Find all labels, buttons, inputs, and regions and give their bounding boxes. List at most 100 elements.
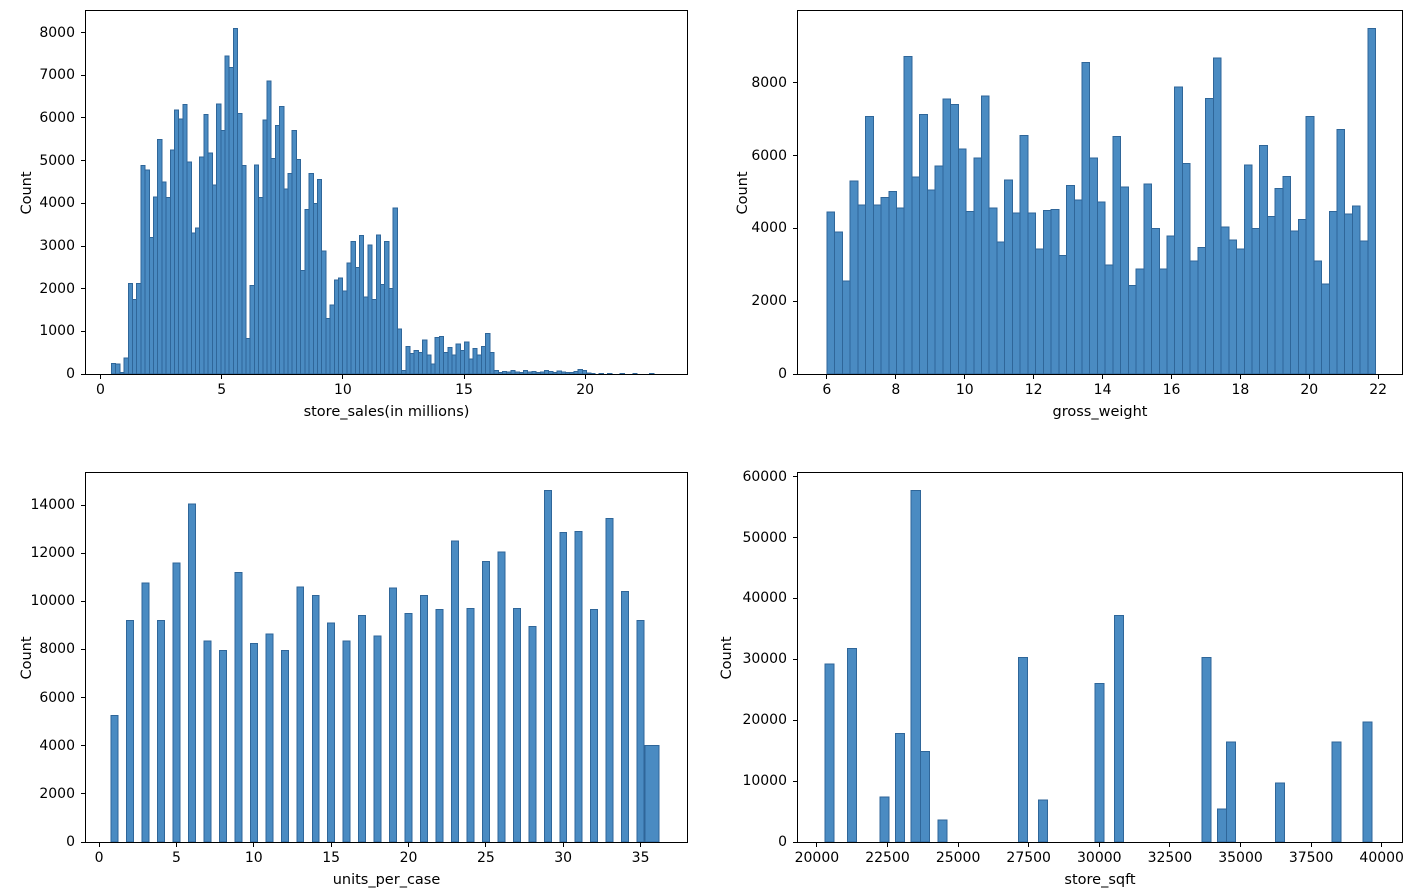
histogram-bar: [569, 372, 575, 374]
histogram-bar: [581, 370, 588, 374]
histogram-bar: [287, 172, 293, 374]
histogram-bar: [119, 372, 125, 374]
histogram-bar: [1112, 136, 1122, 374]
histogram-bar: [590, 609, 599, 842]
histogram-bar: [409, 353, 415, 374]
y-tick-mark: [81, 841, 85, 843]
histogram-bar: [165, 197, 171, 374]
histogram-bar: [981, 95, 990, 374]
bars-canvas-store-sales: [110, 27, 655, 374]
histogram-bar: [140, 165, 146, 374]
x-tick-mark: [408, 843, 409, 847]
histogram-bar: [1058, 255, 1068, 374]
histogram-bar: [384, 241, 390, 374]
histogram-bar: [1181, 162, 1191, 374]
histogram-bar: [879, 796, 890, 842]
y-tick-mark: [793, 841, 797, 843]
histogram-bar: [1305, 115, 1315, 374]
histogram-bar: [422, 339, 428, 374]
histogram-bar: [253, 164, 260, 374]
histogram-bar: [1143, 183, 1153, 374]
x-tick-label: 14: [1093, 382, 1112, 398]
y-tick-label: 10000: [30, 593, 75, 610]
histogram-bar: [321, 250, 327, 374]
histogram-bar: [316, 178, 323, 374]
histogram-bar: [1275, 782, 1286, 842]
histogram-bar: [265, 633, 274, 842]
y-tick-mark: [81, 504, 85, 506]
histogram-bar: [203, 640, 212, 842]
x-tick-label: 32500: [1147, 850, 1193, 866]
x-tick-label: 30000: [1077, 850, 1122, 866]
plot-area-store-sqft: [797, 472, 1403, 843]
y-tick-label: 40000: [742, 590, 787, 607]
histogram-bar: [910, 490, 921, 842]
histogram-bar: [375, 234, 382, 374]
y-tick-label: 6000: [39, 689, 75, 706]
histogram-bar: [245, 338, 251, 374]
histogram-bar: [136, 283, 142, 374]
y-tick-mark: [81, 74, 85, 76]
histogram-bar: [249, 285, 255, 374]
histogram-bar: [1135, 268, 1145, 374]
y-tick-label: 50000: [742, 529, 787, 546]
histogram-bar: [865, 115, 874, 374]
x-tick-label: 25000: [935, 850, 981, 866]
histogram-bar: [350, 241, 356, 374]
histogram-bar: [872, 204, 882, 374]
histogram-bar: [552, 371, 558, 374]
histogram-bar: [249, 642, 258, 842]
histogram-bar: [280, 650, 289, 842]
y-tick-mark: [81, 288, 85, 290]
histogram-bar: [543, 490, 552, 842]
histogram-bar: [1328, 210, 1338, 374]
histogram-bar: [1127, 285, 1137, 374]
histogram-bar: [937, 819, 948, 842]
y-tick-label: 3000: [39, 238, 75, 254]
x-tick-mark: [1240, 843, 1241, 847]
histogram-bar: [1251, 227, 1261, 374]
histogram-bar: [1096, 201, 1106, 374]
histogram-bar: [1037, 799, 1048, 842]
histogram-bar: [1331, 741, 1342, 842]
histogram-bar: [451, 354, 457, 374]
histogram-bar: [1089, 157, 1098, 374]
histogram-bar: [190, 232, 197, 374]
histogram-bar: [466, 608, 475, 842]
histogram-bar: [636, 620, 645, 842]
histogram-bar: [211, 184, 218, 374]
histogram-bar: [1166, 235, 1176, 374]
x-tick-label: 20: [399, 850, 418, 866]
histogram-bar: [1081, 61, 1091, 374]
histogram-bar: [965, 210, 975, 374]
histogram-bar: [199, 156, 205, 374]
histogram-bar: [1313, 260, 1323, 374]
y-tick-mark: [793, 476, 797, 478]
y-tick-mark: [81, 202, 85, 204]
histogram-bar: [911, 176, 921, 374]
histogram-bar: [1197, 246, 1207, 374]
y-tick-mark: [81, 552, 85, 554]
y-tick-label: 0: [778, 366, 787, 382]
x-tick-label: 10: [244, 850, 263, 866]
bars-canvas-gross-weight: [826, 27, 1377, 374]
x-tick-label: 22: [1369, 382, 1388, 398]
histogram-bar: [337, 277, 344, 374]
histogram-bar: [1220, 226, 1230, 374]
x-tick-mark: [816, 843, 818, 847]
histogram-bar: [346, 262, 352, 374]
histogram-bar: [1114, 614, 1125, 842]
histogram-bar: [207, 152, 213, 374]
histogram-bar: [1321, 283, 1330, 374]
histogram-bar: [358, 615, 367, 842]
x-axis-label: gross_weight: [1052, 404, 1148, 420]
plot-area-units-per-case: [85, 472, 688, 843]
plot-area-gross-weight: [797, 10, 1403, 375]
histogram-bar: [1094, 683, 1105, 842]
histogram-bar: [1266, 215, 1276, 374]
histogram-bar: [388, 288, 394, 374]
histogram-bar: [1027, 212, 1037, 374]
histogram-bar: [1011, 212, 1021, 374]
x-tick-label: 8: [891, 382, 901, 398]
x-tick-mark: [463, 375, 465, 379]
